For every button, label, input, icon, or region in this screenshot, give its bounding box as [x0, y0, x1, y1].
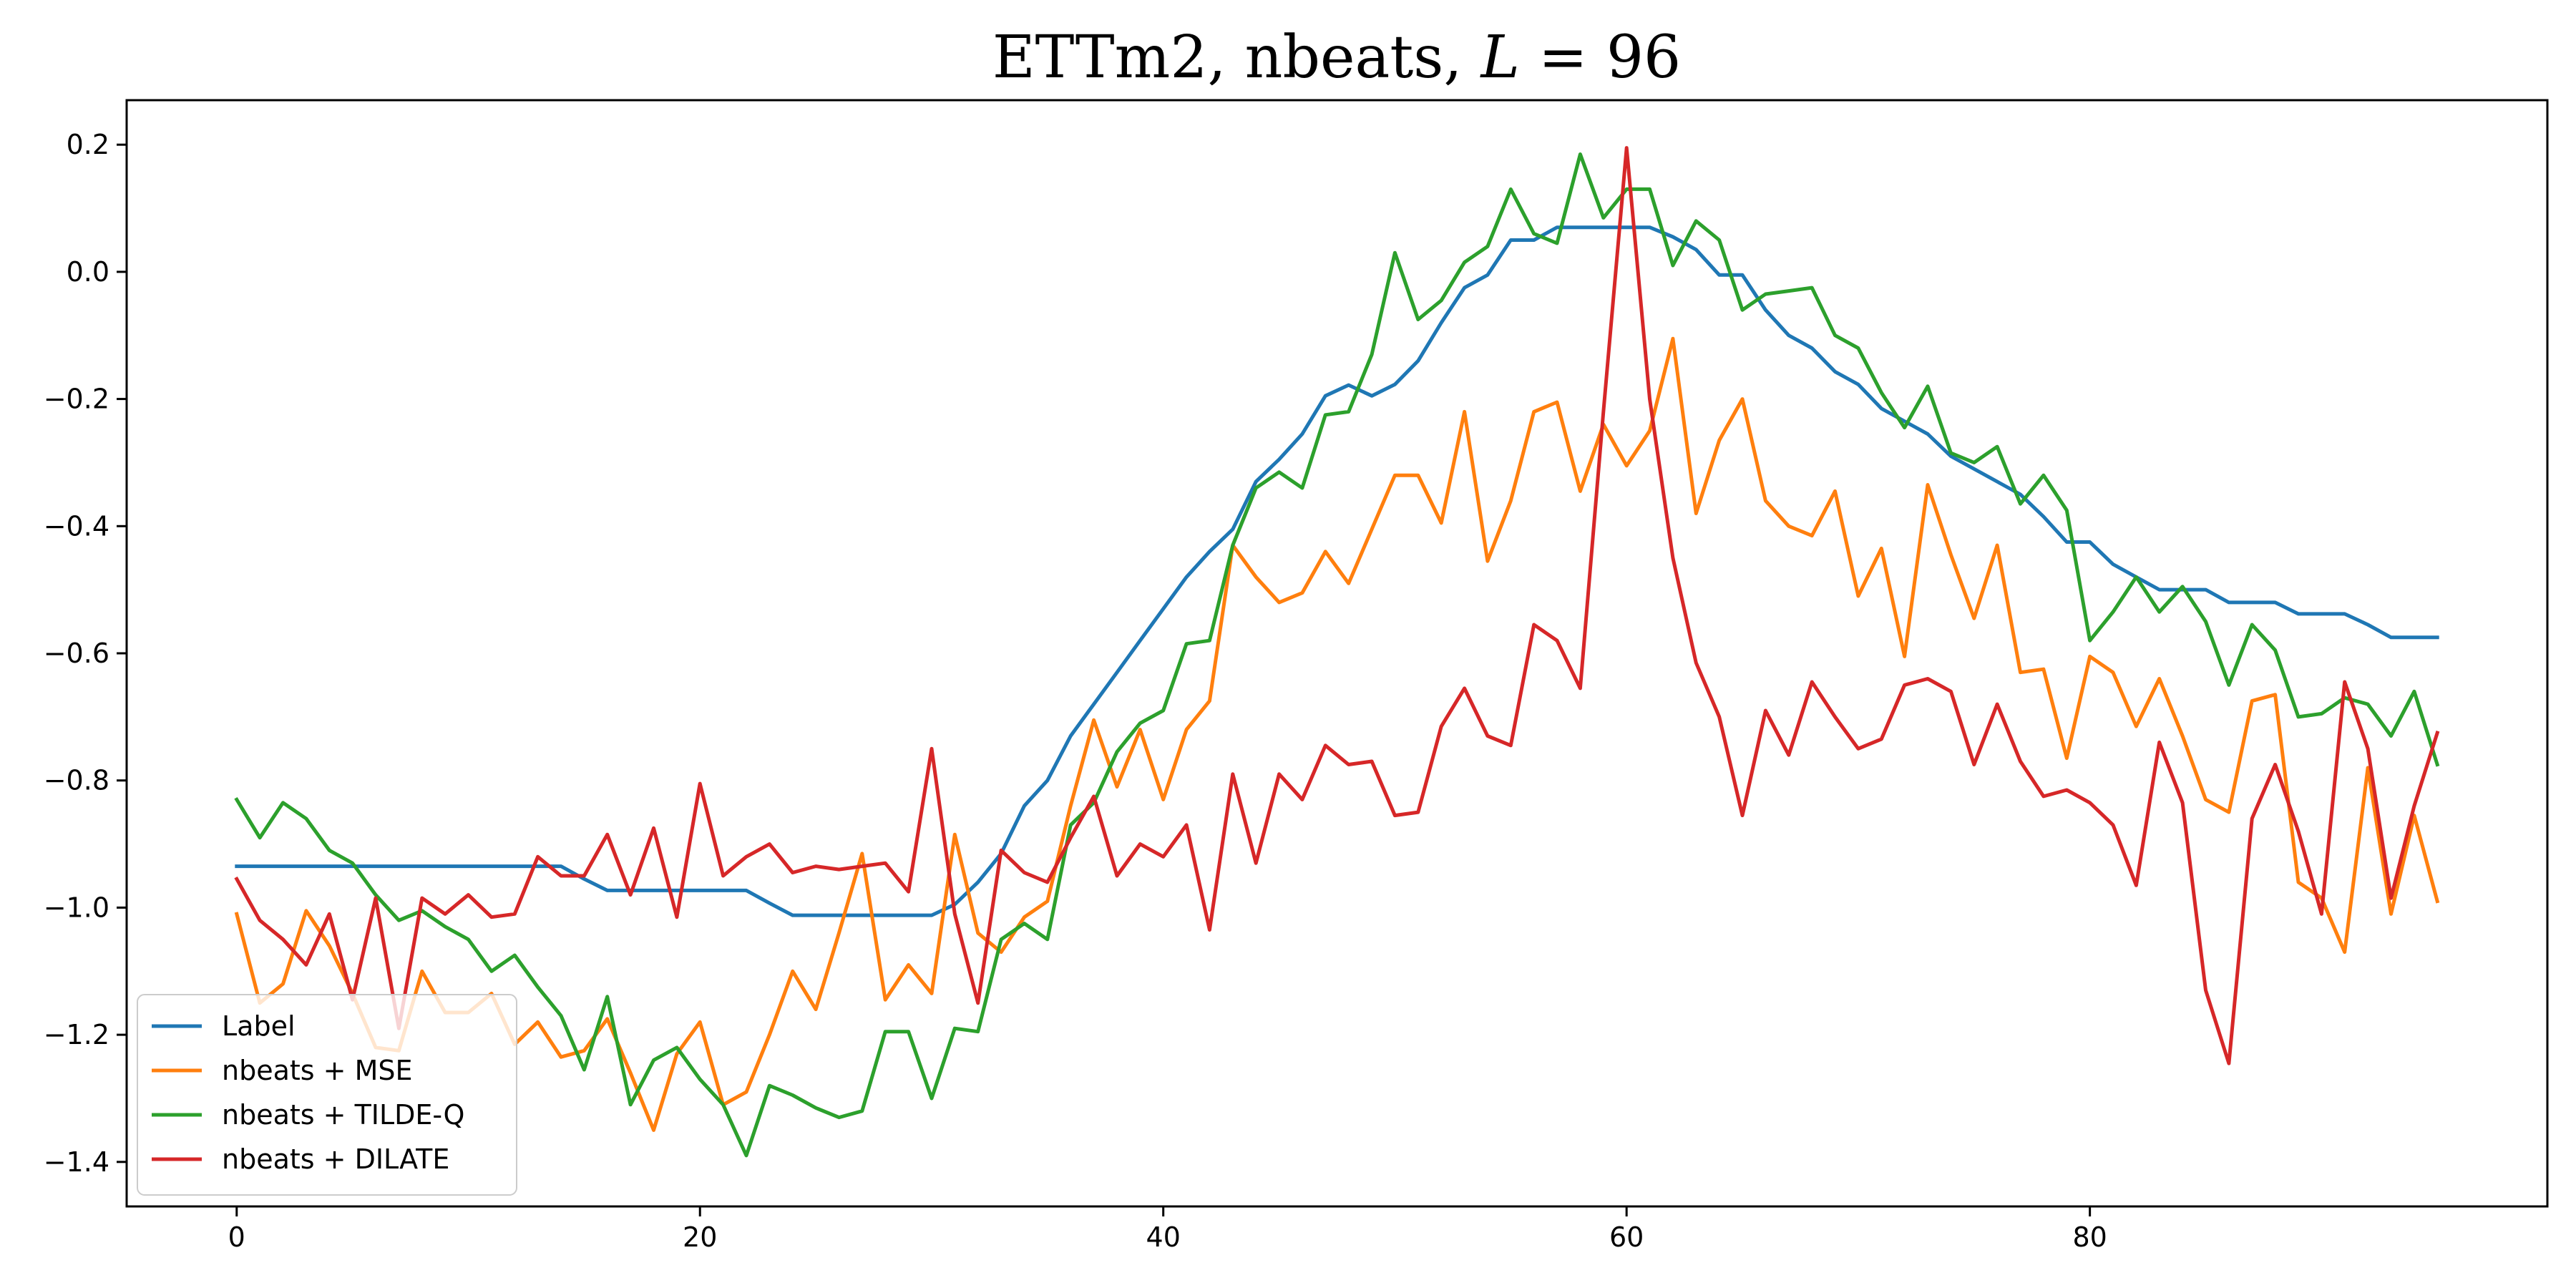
plot-lines: [234, 146, 2440, 1158]
y-tick-label: 0.2: [67, 129, 109, 160]
x-tick-label: 20: [683, 1221, 717, 1253]
x-tick-label: 0: [228, 1221, 245, 1253]
y-tick-label: −1.2: [44, 1019, 109, 1050]
chart-title-variable: L: [1480, 24, 1520, 92]
y-tick-label: −0.2: [44, 384, 109, 415]
legend-label-0: Label: [222, 1010, 296, 1042]
y-tick-label: −1.0: [44, 892, 109, 923]
x-tick-label: 60: [1609, 1221, 1644, 1253]
series-line-0: [235, 225, 2439, 917]
series-line-3: [234, 146, 2440, 1065]
legend-label-2: nbeats + TILDE-Q: [222, 1099, 464, 1131]
y-tick-label: 0.0: [67, 256, 109, 288]
y-axis: −1.4 −1.2 −1.0 −0.8 −0.6 −0.4 −0.2 0.0 0.2: [44, 129, 127, 1178]
chart-title: ETTm2, nbeats, L = 96: [992, 24, 1681, 92]
chart-title-prefix: ETTm2, nbeats,: [992, 24, 1481, 92]
x-tick-label: 80: [2072, 1221, 2107, 1253]
y-tick-label: −0.4: [44, 510, 109, 542]
y-tick-label: −1.4: [44, 1146, 109, 1178]
legend-box: [137, 994, 517, 1196]
legend-label-1: nbeats + MSE: [222, 1055, 412, 1086]
y-tick-label: −0.8: [44, 765, 109, 796]
legend-label-3: nbeats + DILATE: [222, 1143, 449, 1175]
series-line-1: [234, 336, 2440, 1132]
legend: Label nbeats + MSE nbeats + TILDE-Q nbeats …: [137, 994, 517, 1196]
x-axis: 0 20 40 60 80: [228, 1206, 2107, 1253]
chart-title-suffix: = 96: [1520, 24, 1681, 92]
y-tick-label: −0.6: [44, 638, 109, 669]
series-line-2: [234, 152, 2440, 1158]
x-tick-label: 40: [1146, 1221, 1181, 1253]
